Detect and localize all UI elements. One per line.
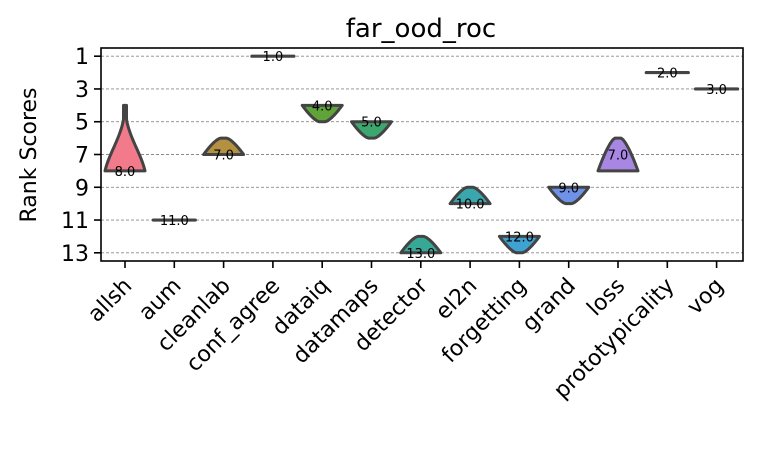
- violin-forgetting: [497, 234, 541, 255]
- median-label-grand: 9.0: [558, 181, 579, 196]
- median-label-dataiq: 4.0: [312, 99, 333, 114]
- median-label-datamaps: 5.0: [361, 116, 382, 131]
- median-label-el2n: 10.0: [456, 198, 485, 213]
- y-tick-label: 9: [75, 176, 89, 201]
- y-tick-label: 13: [61, 242, 89, 267]
- median-label-detector: 13.0: [406, 247, 435, 262]
- violin-detector: [399, 234, 443, 255]
- y-tick-label: 1: [75, 45, 89, 70]
- violin-el2n: [448, 185, 492, 206]
- violin-loss: [596, 136, 640, 173]
- median-labels: 8.0 11.0 7.0 1.0 4.0 5.0 13.0 10.0 12.0 9.0 7.0 2.0…: [115, 50, 727, 262]
- x-tick-label: grand: [518, 274, 581, 337]
- y-tick-label: 7: [75, 144, 89, 169]
- y-tick-label: 3: [75, 78, 89, 103]
- grid-lines: [101, 55, 743, 254]
- median-label-loss: 7.0: [608, 149, 629, 164]
- x-tick-label: allsh: [83, 274, 137, 328]
- chart-title: far_ood_roc: [346, 14, 496, 44]
- y-tick-label: 5: [75, 111, 89, 136]
- violin-cleanlab: [202, 136, 246, 156]
- median-label-cleanlab: 7.0: [213, 149, 234, 164]
- median-label-conf_agree: 1.0: [263, 50, 284, 65]
- x-axis-ticks: allshaumcleanlabconf_agreedataiqdatamaps…: [83, 261, 729, 404]
- median-label-vog: 3.0: [706, 83, 727, 98]
- median-label-forgetting: 12.0: [505, 230, 534, 245]
- violin-dataiq: [300, 103, 344, 124]
- median-label-prototypicality: 2.0: [657, 67, 678, 82]
- y-tick-label: 11: [61, 209, 89, 234]
- median-label-aum: 11.0: [160, 214, 189, 229]
- violin-allsh: [103, 103, 147, 173]
- median-label-allsh: 8.0: [115, 165, 136, 180]
- violin-grand: [547, 185, 591, 206]
- x-tick-label: vog: [683, 274, 729, 320]
- y-axis-label: Rank Scores: [17, 87, 42, 222]
- violin-datamaps: [350, 120, 393, 140]
- violins: [103, 54, 740, 255]
